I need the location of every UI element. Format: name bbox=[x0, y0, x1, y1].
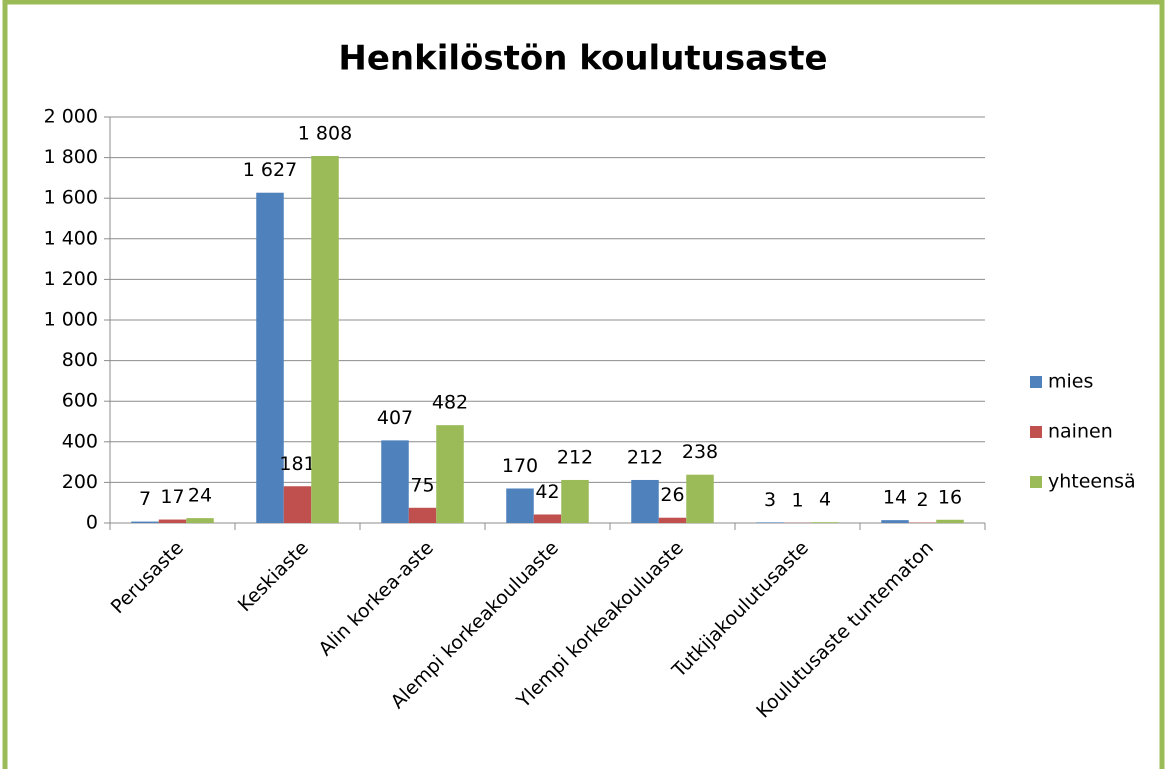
legend-label: mies bbox=[1048, 371, 1093, 393]
data-label: 1 627 bbox=[243, 159, 297, 181]
y-tick-label: 1 000 bbox=[44, 309, 98, 331]
y-tick-label: 800 bbox=[62, 349, 98, 371]
legend-swatch bbox=[1030, 476, 1042, 488]
legend-label: yhteensä bbox=[1048, 471, 1136, 493]
y-tick-label: 2 000 bbox=[44, 106, 98, 128]
data-label: 238 bbox=[682, 441, 718, 463]
bar bbox=[186, 518, 214, 523]
data-label: 407 bbox=[377, 407, 413, 429]
bar bbox=[811, 522, 839, 523]
data-label: 14 bbox=[883, 487, 907, 509]
bar bbox=[936, 520, 964, 523]
data-label: 16 bbox=[938, 486, 962, 508]
bar bbox=[506, 488, 534, 523]
legend-swatch bbox=[1030, 426, 1042, 438]
data-label: 3 bbox=[764, 489, 776, 511]
y-tick-label: 600 bbox=[62, 390, 98, 412]
bar bbox=[284, 486, 312, 523]
chart-title: Henkilöstön koulutusaste bbox=[338, 39, 827, 79]
bar bbox=[659, 518, 687, 523]
data-label: 42 bbox=[535, 481, 559, 503]
bar bbox=[534, 514, 562, 523]
bar bbox=[686, 475, 714, 523]
y-tick-label: 1 800 bbox=[44, 146, 98, 168]
data-label: 2 bbox=[916, 489, 928, 511]
data-label: 170 bbox=[502, 455, 538, 477]
y-tick-label: 1 200 bbox=[44, 268, 98, 290]
bar bbox=[756, 522, 784, 523]
data-label: 4 bbox=[819, 489, 831, 511]
bar bbox=[131, 522, 159, 523]
legend-label: nainen bbox=[1048, 421, 1113, 443]
data-label: 24 bbox=[188, 485, 212, 507]
bar bbox=[381, 440, 409, 523]
data-label: 1 bbox=[791, 489, 803, 511]
y-tick-label: 0 bbox=[86, 512, 98, 534]
bar bbox=[436, 425, 464, 523]
data-label: 7 bbox=[139, 488, 151, 510]
bar bbox=[631, 480, 659, 523]
bar bbox=[561, 480, 589, 523]
y-tick-label: 1 600 bbox=[44, 187, 98, 209]
data-label: 17 bbox=[160, 486, 184, 508]
y-tick-label: 200 bbox=[62, 471, 98, 493]
legend-swatch bbox=[1030, 376, 1042, 388]
data-label: 181 bbox=[279, 453, 315, 475]
data-label: 212 bbox=[627, 446, 663, 468]
data-label: 75 bbox=[410, 474, 434, 496]
data-label: 1 808 bbox=[298, 122, 352, 144]
y-tick-label: 1 400 bbox=[44, 227, 98, 249]
bar bbox=[881, 520, 909, 523]
bar bbox=[311, 156, 339, 523]
y-tick-label: 400 bbox=[62, 430, 98, 452]
data-label: 212 bbox=[557, 446, 593, 468]
data-label: 26 bbox=[660, 484, 684, 506]
data-label: 482 bbox=[432, 392, 468, 414]
bar bbox=[409, 508, 437, 523]
bar bbox=[159, 520, 187, 523]
